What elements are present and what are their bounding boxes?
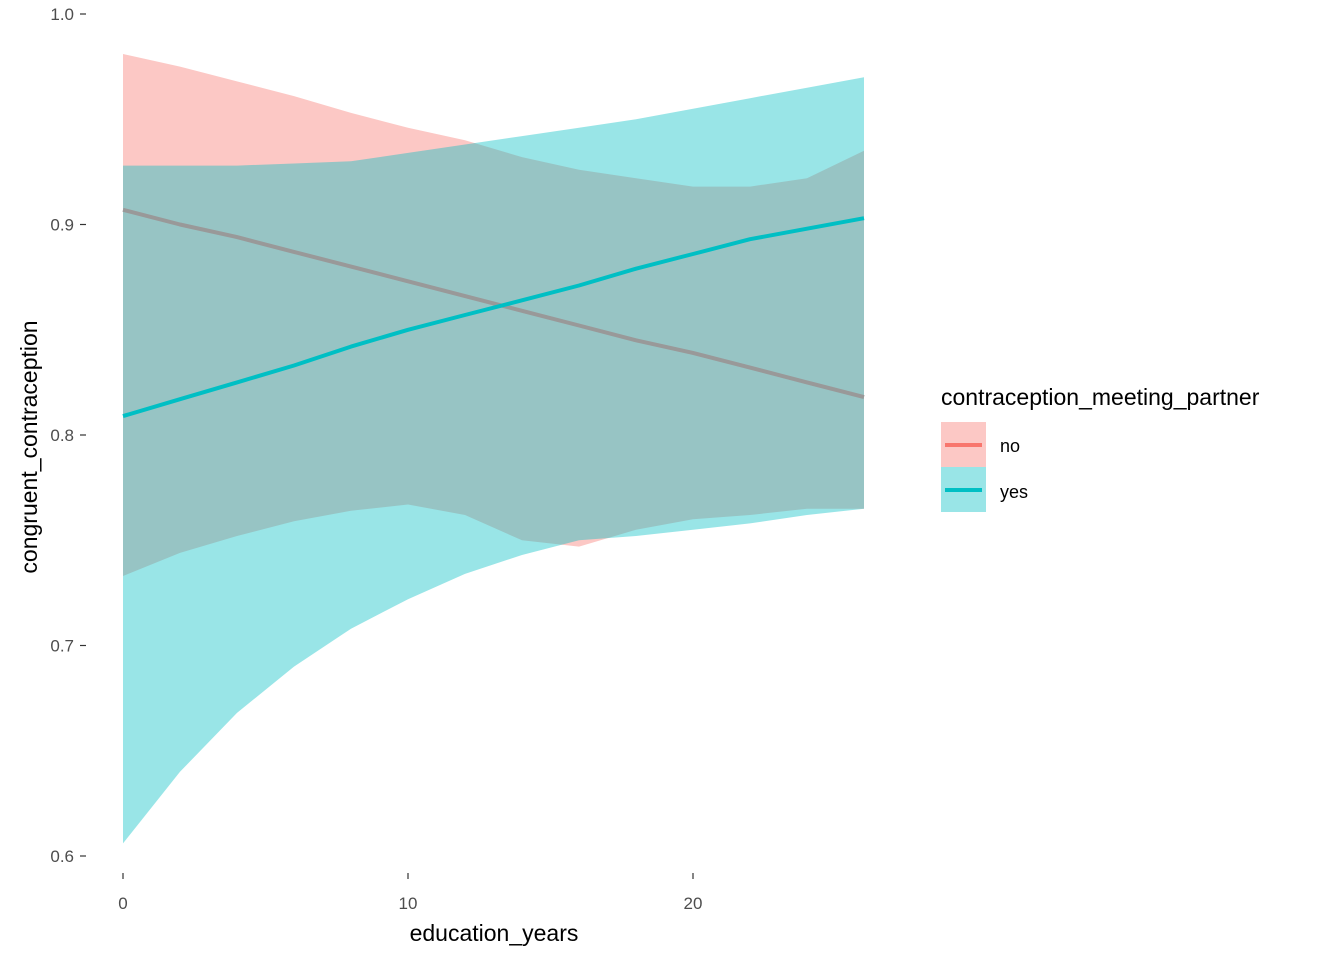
x-tick-label: 10: [399, 894, 418, 913]
x-tick-label: 20: [684, 894, 703, 913]
legend-label-no: no: [1000, 436, 1020, 456]
y-axis-title: congruent_contraception: [16, 320, 42, 573]
x-tick-label: 0: [118, 894, 127, 913]
y-tick-label: 0.8: [50, 426, 74, 445]
fit-line-no: [122, 207, 865, 400]
y-tick-label: 0.7: [50, 637, 74, 656]
x-axis: 0 10 20: [118, 873, 702, 913]
y-tick-label: 1.0: [50, 5, 74, 24]
confidence-ribbons: [123, 54, 864, 844]
fit-lines: [122, 207, 865, 419]
fit-line-yes: [122, 216, 865, 419]
ribbon-yes: [123, 77, 864, 844]
legend: contraception_meeting_partner no yes: [941, 384, 1260, 512]
ribbon-no: [123, 54, 864, 576]
y-tick-label: 0.6: [50, 847, 74, 866]
legend-title: contraception_meeting_partner: [941, 384, 1260, 410]
legend-label-yes: yes: [1000, 482, 1028, 502]
x-axis-title: education_years: [410, 920, 579, 946]
y-axis: 0.6 0.7 0.8 0.9 1.0: [50, 5, 86, 866]
y-tick-label: 0.9: [50, 216, 74, 235]
